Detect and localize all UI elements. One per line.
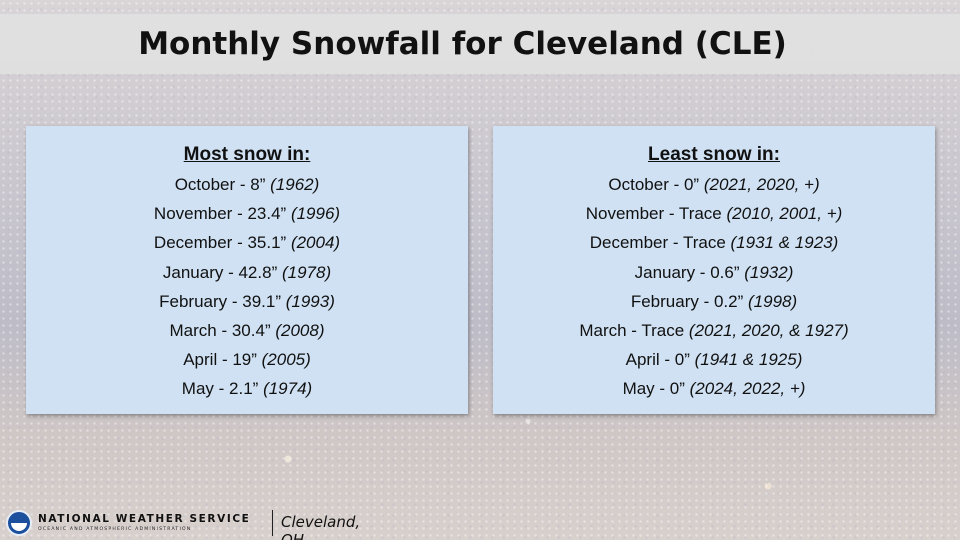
list-item: December - 35.1” (2004) [26,228,468,257]
list-item: May - 0” (2024, 2022, +) [493,374,935,403]
record-years: (1998) [748,291,798,311]
month-value: December - Trace [589,233,726,253]
list-item: March - 30.4” (2008) [26,316,468,345]
most-snow-panel: Most snow in: October - 8” (1962) Novemb… [26,126,468,414]
record-years: (1932) [744,262,794,282]
record-years: (1978) [281,262,332,282]
month-value: May - 0” [622,379,685,399]
office-name: Cleveland, OH [281,513,361,540]
month-value: October - 0” [608,175,700,194]
month-value: April - 19” [183,350,257,370]
month-value: January - 42.8” [162,262,278,282]
list-item: March - Trace (2021, 2020, & 1927) [493,316,935,345]
title-bar: Monthly Snowfall for Cleveland (CLE) [0,14,960,74]
record-years: (2021, 2020, & 1927) [688,321,849,341]
month-value: October - 8” [174,175,266,194]
month-value: March - Trace [579,321,685,341]
record-years: (1941 & 1925) [694,350,803,370]
list-item: April - 0” (1941 & 1925) [493,345,935,374]
month-value: April - 0” [625,350,690,370]
most-snow-list: October - 8” (1962) November - 23.4” (19… [26,170,468,404]
least-snow-list: October - 0” (2021, 2020, +) November - … [493,170,935,404]
footer: NATIONAL WEATHER SERVICE OCEANIC AND ATM… [6,508,386,540]
record-years: (1962) [270,175,320,194]
list-item: January - 42.8” (1978) [26,258,468,287]
record-years: (2005) [261,350,311,370]
month-value: May - 2.1” [181,379,259,399]
list-item: October - 0” (2021, 2020, +) [493,170,935,199]
list-item: April - 19” (2005) [26,345,468,374]
list-item: February - 39.1” (1993) [26,287,468,316]
list-item: May - 2.1” (1974) [26,374,468,403]
record-years: (2010, 2001, +) [726,204,843,224]
noaa-logo-icon [6,510,32,536]
agency-subtitle: OCEANIC AND ATMOSPHERIC ADMINISTRATION [38,527,192,532]
most-snow-heading: Most snow in: [183,144,311,165]
list-item: December - Trace (1931 & 1923) [493,228,935,257]
list-item: February - 0.2” (1998) [493,287,935,316]
month-value: February - 39.1” [159,291,281,311]
month-value: November - Trace [585,204,722,224]
record-years: (1996) [290,204,341,224]
month-value: December - 35.1” [153,233,287,253]
agency-name: NATIONAL WEATHER SERVICE [38,513,251,525]
record-years: (1931 & 1923) [730,233,839,253]
least-snow-heading: Least snow in: [648,144,780,165]
record-years: (2004) [290,233,341,253]
list-item: November - Trace (2010, 2001, +) [493,199,935,228]
record-years: (1993) [285,291,335,311]
record-years: (2021, 2020, +) [703,175,820,194]
least-snow-panel: Least snow in: October - 0” (2021, 2020,… [493,126,935,414]
record-years: (2008) [275,321,325,341]
list-item: January - 0.6” (1932) [493,258,935,287]
record-years: (1974) [263,379,313,399]
list-item: November - 23.4” (1996) [26,199,468,228]
page-title: Monthly Snowfall for Cleveland (CLE) [138,26,787,62]
month-value: November - 23.4” [153,204,287,224]
month-value: February - 0.2” [630,291,744,311]
month-value: January - 0.6” [634,262,740,282]
footer-divider [272,510,273,536]
record-years: (2024, 2022, +) [689,379,806,399]
month-value: March - 30.4” [169,321,271,341]
list-item: October - 8” (1962) [26,170,468,199]
